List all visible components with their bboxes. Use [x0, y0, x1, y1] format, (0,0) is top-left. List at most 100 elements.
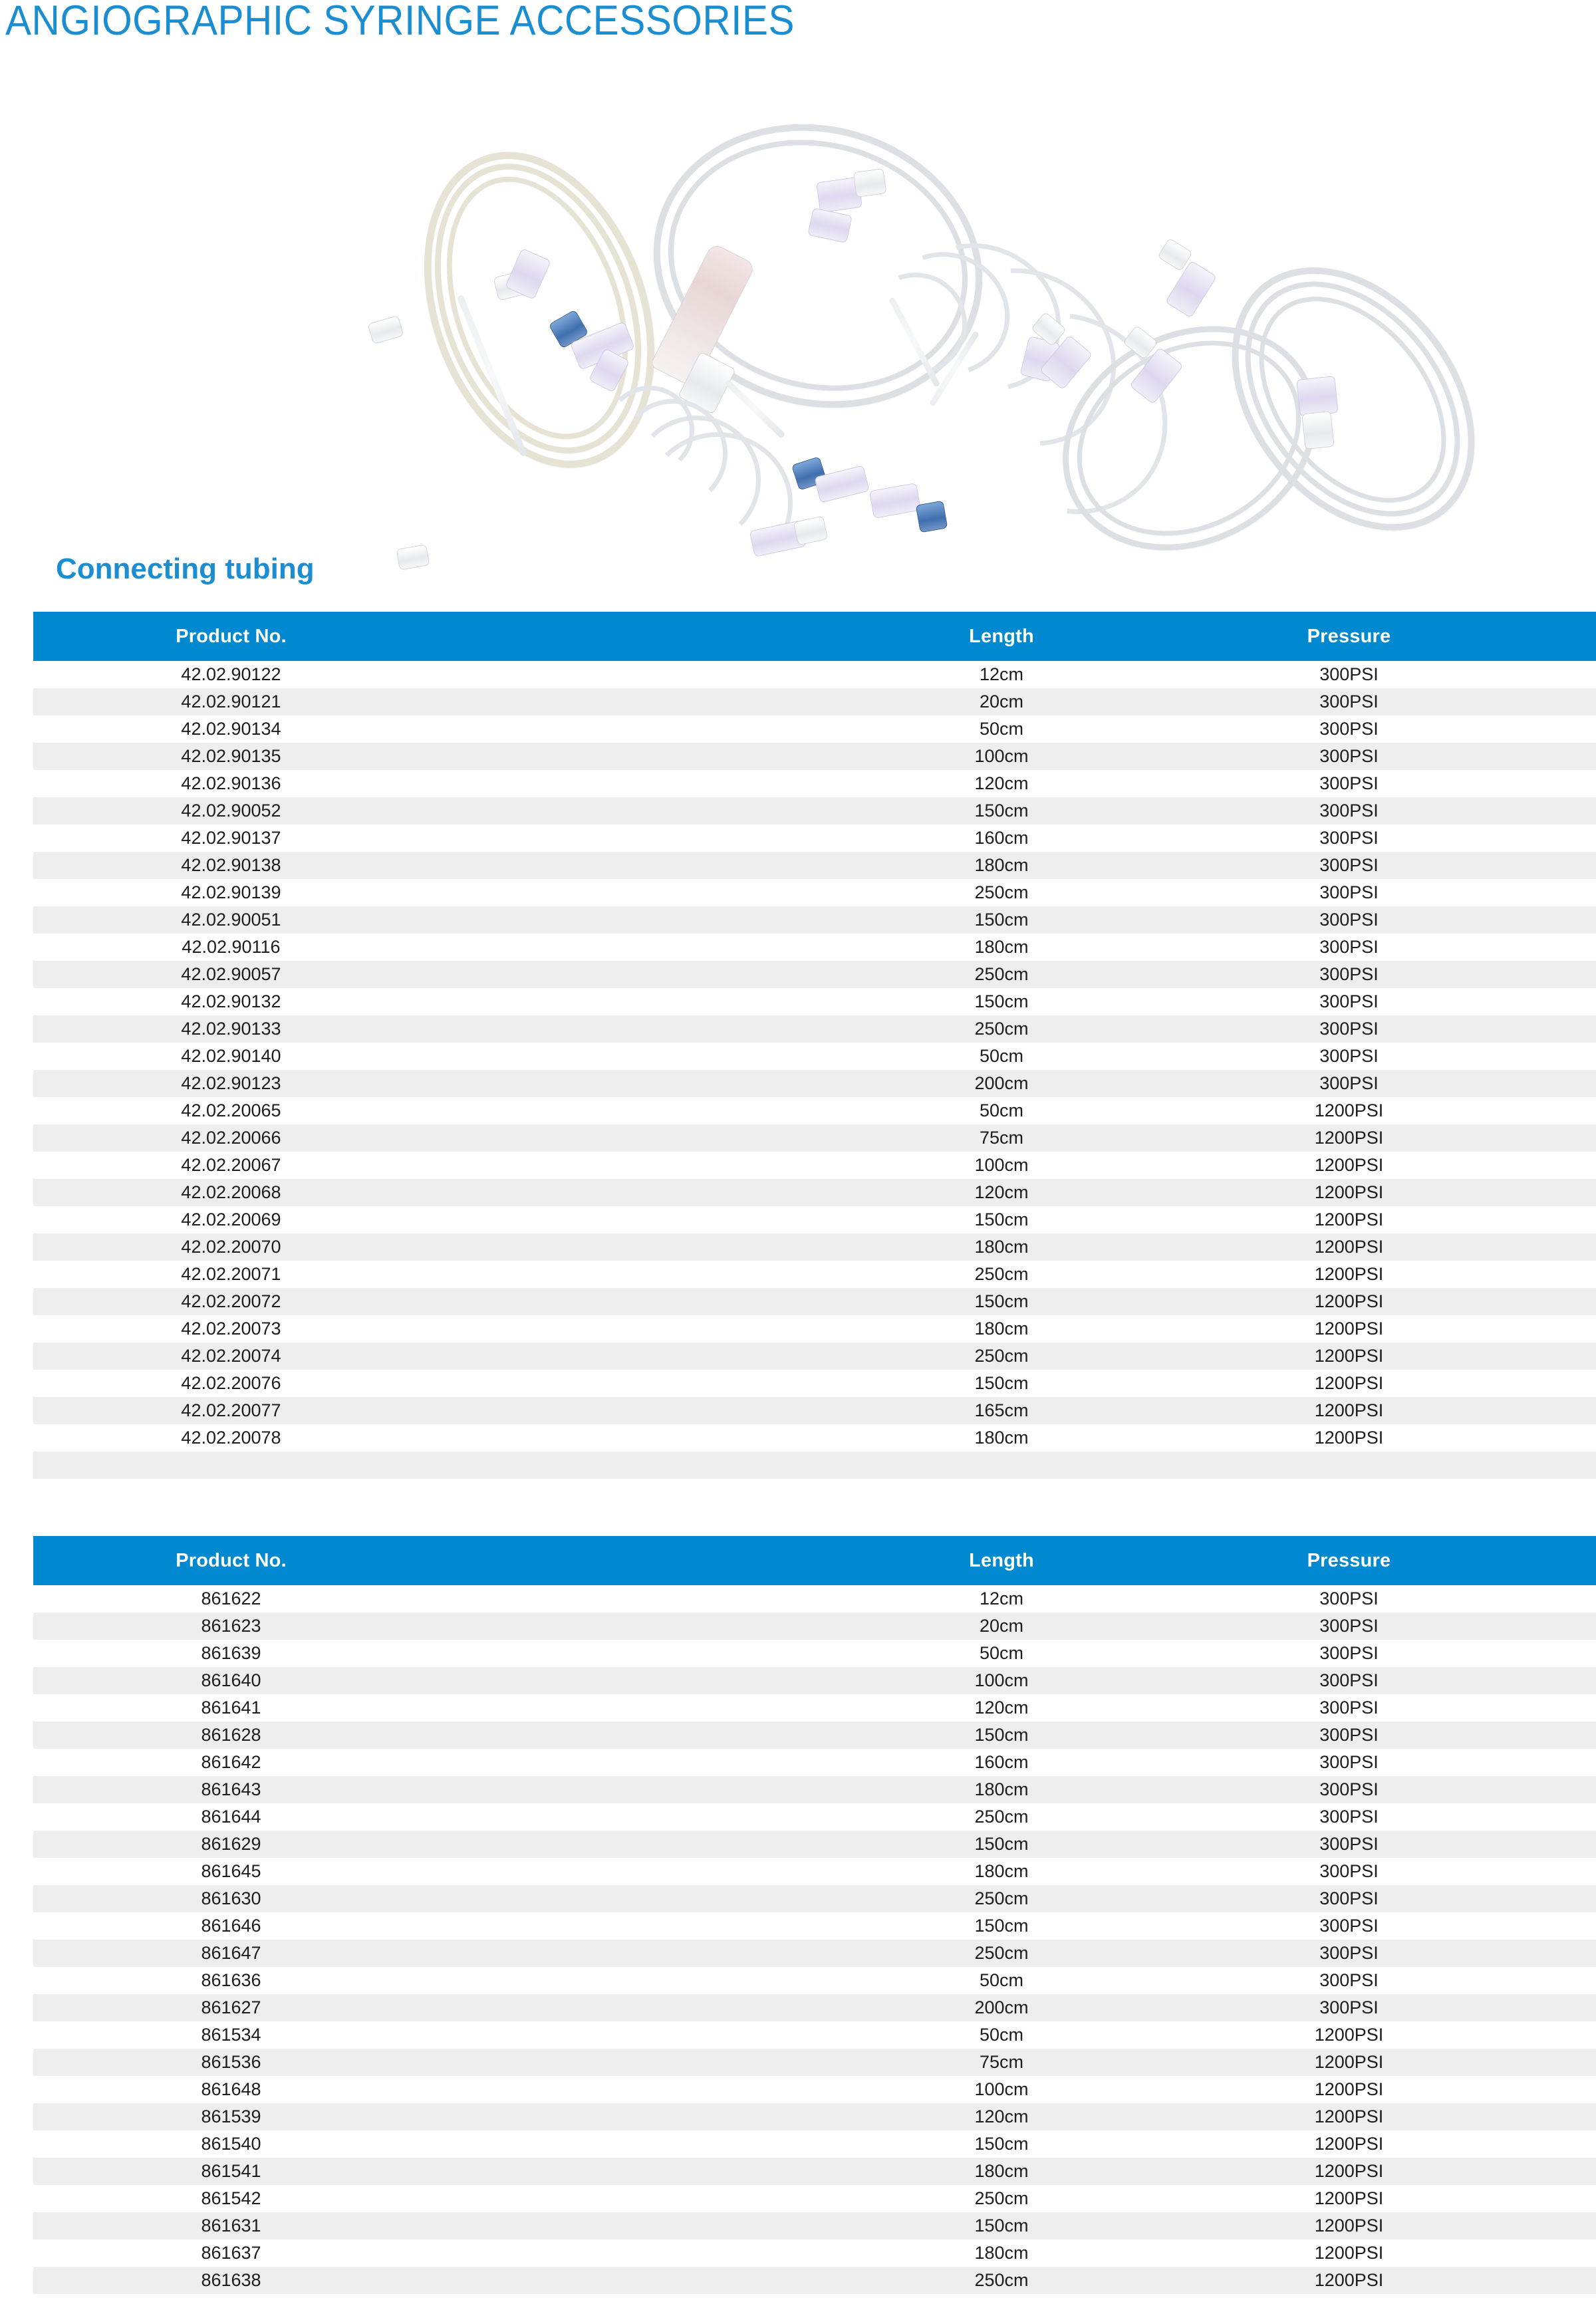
cell-length: 150cm — [815, 2130, 1188, 2158]
cell-pressure: 300PSI — [1188, 715, 1596, 743]
cell-product-no: 861644 — [33, 1803, 815, 1831]
table-row: 861641 120cm 300PSI — [33, 1694, 1596, 1722]
cell-length: 250cm — [815, 2185, 1188, 2212]
cell-pressure: 300PSI — [1188, 1640, 1596, 1667]
cell-length: 160cm — [815, 825, 1188, 852]
cell-length: 250cm — [815, 1015, 1188, 1043]
table-row: 42.02.90135 100cm 300PSI — [33, 743, 1596, 770]
table-row: 861647 250cm 300PSI — [33, 1940, 1596, 1967]
cell-length: 250cm — [815, 879, 1188, 906]
cell-length: 100cm — [815, 2076, 1188, 2103]
cell-pressure: 300PSI — [1188, 879, 1596, 906]
cell-length: 12cm — [815, 1585, 1188, 1612]
cell-pressure: 300PSI — [1188, 1776, 1596, 1803]
table-row: 861534 50cm 1200PSI — [33, 2021, 1596, 2049]
cell-product-no: 861636 — [33, 1967, 815, 1994]
cell-pressure: 300PSI — [1188, 961, 1596, 988]
cell-product-no — [33, 1452, 815, 1479]
cell-pressure: 300PSI — [1188, 1831, 1596, 1858]
column-header-length: Length — [815, 1536, 1188, 1585]
table-row: 42.02.90132 150cm 300PSI — [33, 988, 1596, 1015]
cell-pressure: 1200PSI — [1188, 2076, 1596, 2103]
cell-length: 180cm — [815, 2158, 1188, 2185]
cell-product-no: 861541 — [33, 2158, 815, 2185]
cell-product-no: 42.02.90133 — [33, 1015, 815, 1043]
cell-pressure — [1188, 1452, 1596, 1479]
cell-product-no: 861645 — [33, 1858, 815, 1885]
cell-length: 50cm — [815, 1043, 1188, 1070]
column-header-product-no: Product No. — [33, 612, 815, 661]
table-row: 42.02.90057 250cm 300PSI — [33, 961, 1596, 988]
table-row: 42.02.20078 180cm 1200PSI — [33, 1424, 1596, 1452]
cell-pressure: 300PSI — [1188, 1803, 1596, 1831]
cell-product-no: 42.02.90135 — [33, 743, 815, 770]
cell-pressure: 1200PSI — [1188, 2158, 1596, 2185]
spec-table-secondary: Product No. Length Pressure 861622 12cm 30… — [33, 1536, 1596, 2294]
table-row: 42.02.20070 180cm 1200PSI — [33, 1233, 1596, 1261]
cell-product-no: 861643 — [33, 1776, 815, 1803]
cell-length: 180cm — [815, 934, 1188, 961]
table-row: 861623 20cm 300PSI — [33, 1612, 1596, 1640]
page-title: ANGIOGRAPHIC SYRINGE ACCESSORIES — [5, 0, 795, 44]
cell-pressure: 1200PSI — [1188, 1397, 1596, 1424]
table-row: 42.02.20069 150cm 1200PSI — [33, 1206, 1596, 1233]
product-photo — [0, 53, 1596, 594]
cell-length: 180cm — [815, 1776, 1188, 1803]
cell-product-no: 42.02.90051 — [33, 906, 815, 934]
cell-length: 100cm — [815, 1152, 1188, 1179]
table-row: 861536 75cm 1200PSI — [33, 2049, 1596, 2076]
table-row: 861643 180cm 300PSI — [33, 1776, 1596, 1803]
cell-pressure: 1200PSI — [1188, 2185, 1596, 2212]
table-row: 861622 12cm 300PSI — [33, 1585, 1596, 1612]
cell-product-no: 42.02.90134 — [33, 715, 815, 743]
cell-length: 50cm — [815, 1097, 1188, 1124]
cell-length: 150cm — [815, 1206, 1188, 1233]
cell-product-no: 861630 — [33, 1885, 815, 1912]
table-row: 861628 150cm 300PSI — [33, 1722, 1596, 1749]
table-row: 42.02.20076 150cm 1200PSI — [33, 1370, 1596, 1397]
cell-length: 250cm — [815, 1940, 1188, 1967]
cell-length: 120cm — [815, 2103, 1188, 2130]
cell-pressure: 1200PSI — [1188, 1315, 1596, 1342]
table-row: 42.02.90122 12cm 300PSI — [33, 661, 1596, 688]
table-row: 861646 150cm 300PSI — [33, 1912, 1596, 1940]
cell-product-no: 42.02.20071 — [33, 1261, 815, 1288]
cell-product-no: 42.02.90123 — [33, 1070, 815, 1097]
table-header: Product No. Length Pressure — [33, 1536, 1596, 1585]
cell-length: 20cm — [815, 1612, 1188, 1640]
cell-product-no: 42.02.90052 — [33, 797, 815, 825]
table-row: 861637 180cm 1200PSI — [33, 2239, 1596, 2267]
cell-length: 200cm — [815, 1070, 1188, 1097]
cell-pressure: 1200PSI — [1188, 2239, 1596, 2267]
table-row: 861636 50cm 300PSI — [33, 1967, 1596, 1994]
cell-product-no: 861647 — [33, 1940, 815, 1967]
table-row: 861639 50cm 300PSI — [33, 1640, 1596, 1667]
cell-pressure: 1200PSI — [1188, 1206, 1596, 1233]
cell-pressure: 300PSI — [1188, 1070, 1596, 1097]
cell-length: 50cm — [815, 2021, 1188, 2049]
cell-pressure: 1200PSI — [1188, 1288, 1596, 1315]
cell-length: 150cm — [815, 988, 1188, 1015]
cell-pressure: 300PSI — [1188, 1912, 1596, 1940]
cell-pressure: 300PSI — [1188, 743, 1596, 770]
table-row: 42.02.20077 165cm 1200PSI — [33, 1397, 1596, 1424]
table-row: 42.02.20065 50cm 1200PSI — [33, 1097, 1596, 1124]
cell-pressure: 300PSI — [1188, 988, 1596, 1015]
cell-product-no: 42.02.90132 — [33, 988, 815, 1015]
cell-length: 250cm — [815, 1803, 1188, 1831]
table-row: 861627 200cm 300PSI — [33, 1994, 1596, 2021]
cell-product-no: 42.02.90136 — [33, 770, 815, 797]
table-row: 42.02.20068 120cm 1200PSI — [33, 1179, 1596, 1206]
cell-product-no: 42.02.90116 — [33, 934, 815, 961]
cell-length: 150cm — [815, 1912, 1188, 1940]
cell-product-no: 42.02.20070 — [33, 1233, 815, 1261]
table-row: 42.02.90123 200cm 300PSI — [33, 1070, 1596, 1097]
table-spacer-row — [33, 1452, 1596, 1479]
table-header: Product No. Length Pressure — [33, 612, 1596, 661]
cell-product-no: 42.02.90139 — [33, 879, 815, 906]
cell-pressure: 300PSI — [1188, 1585, 1596, 1612]
cell-product-no: 861631 — [33, 2212, 815, 2239]
cell-pressure: 300PSI — [1188, 1015, 1596, 1043]
cell-pressure: 300PSI — [1188, 1967, 1596, 1994]
cell-product-no: 42.02.20077 — [33, 1397, 815, 1424]
